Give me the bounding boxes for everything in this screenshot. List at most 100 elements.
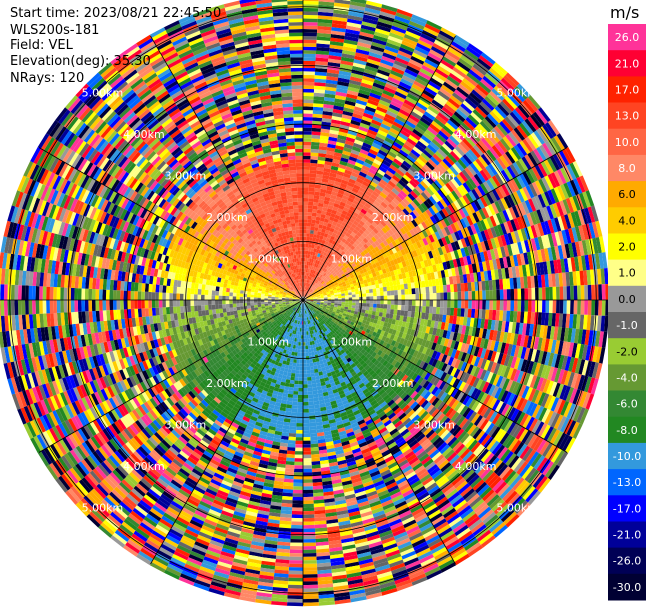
velocity-gate	[456, 127, 468, 139]
velocity-gate	[429, 49, 444, 60]
velocity-gate	[357, 41, 372, 49]
velocity-gate	[460, 103, 473, 115]
velocity-gate	[361, 79, 374, 86]
velocity-gate	[454, 300, 458, 309]
velocity-gate	[308, 265, 311, 269]
velocity-gate	[362, 17, 378, 25]
velocity-gate	[485, 290, 490, 300]
velocity-gate	[347, 15, 363, 22]
velocity-gate	[333, 101, 345, 108]
velocity-gate	[383, 86, 396, 95]
velocity-gate	[419, 117, 432, 127]
velocity-gate	[348, 193, 356, 200]
velocity-gate	[342, 46, 357, 53]
velocity-gate	[328, 133, 339, 139]
velocity-gate	[359, 296, 363, 300]
velocity-gate	[454, 34, 470, 47]
velocity-gate	[354, 196, 362, 203]
velocity-gate	[325, 86, 337, 92]
velocity-gate	[485, 300, 490, 310]
velocity-gate	[406, 137, 417, 147]
velocity-gate	[454, 89, 467, 101]
velocity-gate	[325, 237, 331, 243]
velocity-gate	[313, 397, 319, 402]
velocity-gate	[371, 85, 384, 93]
velocity-gate	[345, 185, 354, 191]
velocity-gate	[347, 220, 353, 227]
velocity-gate	[313, 400, 320, 405]
velocity-gate	[315, 174, 323, 179]
velocity-gate	[334, 0, 351, 5]
velocity-gate	[380, 59, 394, 67]
velocity-gate	[319, 235, 324, 240]
velocity-gate	[333, 2, 350, 8]
velocity-gate	[368, 310, 373, 315]
velocity-gate	[308, 201, 314, 206]
velocity-gate	[360, 240, 366, 246]
velocity-gate	[332, 13, 349, 19]
velocity-gate	[470, 111, 483, 124]
velocity-gate	[353, 165, 362, 172]
velocity-gate	[443, 53, 459, 64]
velocity-gate	[326, 72, 339, 78]
velocity-gate	[400, 105, 413, 115]
velocity-gate	[349, 226, 355, 232]
velocity-gate	[439, 307, 444, 315]
velocity-gate	[317, 281, 321, 286]
velocity-gate	[435, 133, 447, 144]
velocity-gate	[388, 103, 401, 112]
velocity-gate	[334, 214, 341, 220]
velocity-gate	[422, 287, 426, 294]
velocity-gate	[427, 126, 439, 136]
velocity-gate	[382, 89, 395, 98]
velocity-gate	[350, 214, 357, 221]
velocity-gate	[327, 272, 332, 277]
velocity-gate	[322, 111, 333, 116]
velocity-gate	[384, 45, 399, 54]
velocity-gate	[303, 293, 306, 297]
velocity-gate	[322, 225, 327, 230]
velocity-gate	[373, 34, 388, 43]
velocity-gate	[394, 300, 398, 305]
velocity-gate	[383, 208, 391, 216]
velocity-gate	[352, 62, 366, 69]
velocity-gate	[436, 65, 451, 76]
velocity-gate	[359, 85, 372, 93]
velocity-gate	[584, 285, 589, 300]
velocity-gate	[348, 304, 352, 308]
velocity-gate	[314, 368, 319, 373]
velocity-gate	[303, 278, 306, 283]
velocity-gate	[416, 171, 425, 181]
velocity-gate	[389, 127, 400, 136]
velocity-gate	[310, 373, 316, 377]
velocity-gate	[357, 129, 368, 136]
velocity-gate	[308, 288, 312, 292]
velocity-gate	[313, 274, 316, 279]
velocity-gate	[423, 111, 436, 121]
velocity-gate	[342, 49, 356, 56]
velocity-gate	[362, 180, 370, 188]
velocity-gate	[305, 294, 308, 298]
velocity-gate	[352, 294, 356, 298]
velocity-gate	[305, 247, 309, 251]
velocity-gate	[323, 218, 330, 223]
velocity-gate	[303, 236, 307, 241]
velocity-gate	[355, 302, 360, 306]
velocity-gate	[387, 76, 401, 85]
velocity-gate	[410, 55, 425, 65]
velocity-gate	[368, 184, 376, 191]
velocity-gate	[365, 4, 382, 12]
velocity-gate	[310, 289, 313, 293]
velocity-gate	[362, 293, 367, 297]
velocity-gate	[342, 257, 348, 263]
velocity-gate	[340, 250, 346, 256]
velocity-gate	[360, 184, 369, 191]
velocity-gate	[334, 98, 346, 104]
velocity-gate	[431, 74, 445, 85]
velocity-gate	[309, 254, 313, 259]
velocity-gate	[354, 102, 367, 110]
velocity-gate	[407, 282, 412, 289]
velocity-gate	[460, 308, 465, 317]
velocity-gate	[499, 289, 504, 300]
velocity-gate	[413, 49, 428, 59]
